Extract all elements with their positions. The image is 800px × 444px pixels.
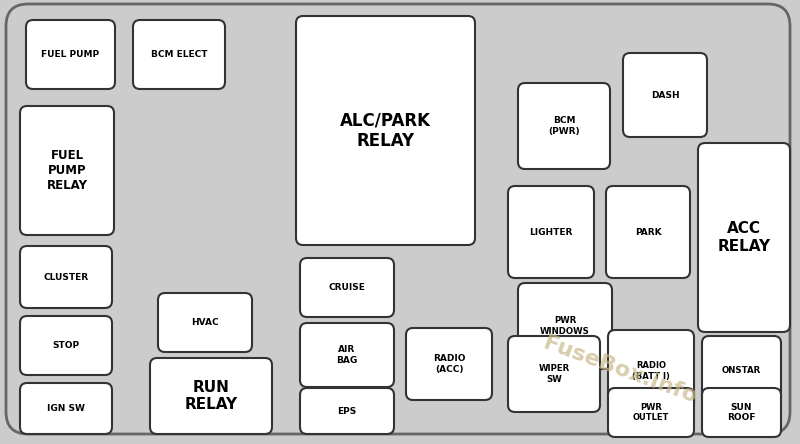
FancyBboxPatch shape [158, 293, 252, 352]
FancyBboxPatch shape [518, 83, 610, 169]
Text: RUN
RELAY: RUN RELAY [185, 380, 238, 412]
FancyBboxPatch shape [606, 186, 690, 278]
Text: RADIO
(BATT I): RADIO (BATT I) [632, 361, 670, 381]
FancyBboxPatch shape [300, 323, 394, 387]
Text: ACC
RELAY: ACC RELAY [718, 221, 770, 254]
FancyBboxPatch shape [698, 143, 790, 332]
Text: HVAC: HVAC [191, 318, 219, 327]
Text: ALC/PARK
RELAY: ALC/PARK RELAY [340, 111, 431, 150]
Text: RADIO
(ACC): RADIO (ACC) [433, 354, 466, 374]
FancyBboxPatch shape [20, 106, 114, 235]
Text: STOP: STOP [53, 341, 79, 350]
FancyBboxPatch shape [406, 328, 492, 400]
Text: FUEL
PUMP
RELAY: FUEL PUMP RELAY [46, 149, 87, 192]
FancyBboxPatch shape [518, 283, 612, 369]
FancyBboxPatch shape [20, 383, 112, 434]
Text: CRUISE: CRUISE [329, 283, 366, 292]
Text: SUN
ROOF: SUN ROOF [727, 403, 756, 422]
Text: EPS: EPS [338, 407, 357, 416]
FancyBboxPatch shape [508, 186, 594, 278]
Text: DASH: DASH [650, 91, 679, 99]
FancyBboxPatch shape [300, 388, 394, 434]
Text: AIR
BAG: AIR BAG [336, 345, 358, 365]
Text: IGN SW: IGN SW [47, 404, 85, 413]
FancyBboxPatch shape [26, 20, 115, 89]
Text: FUEL PUMP: FUEL PUMP [42, 50, 99, 59]
FancyBboxPatch shape [20, 246, 112, 308]
FancyBboxPatch shape [6, 4, 790, 434]
FancyBboxPatch shape [508, 336, 600, 412]
Text: ONSTAR: ONSTAR [722, 366, 761, 375]
Text: PARK: PARK [634, 227, 662, 237]
Text: PWR
OUTLET: PWR OUTLET [633, 403, 669, 422]
FancyBboxPatch shape [300, 258, 394, 317]
FancyBboxPatch shape [296, 16, 475, 245]
Text: BCM ELECT: BCM ELECT [150, 50, 207, 59]
FancyBboxPatch shape [20, 316, 112, 375]
Text: WIPER
SW: WIPER SW [538, 364, 570, 384]
FancyBboxPatch shape [608, 388, 694, 437]
FancyBboxPatch shape [702, 336, 781, 405]
FancyBboxPatch shape [702, 388, 781, 437]
Text: PWR
WINDOWS: PWR WINDOWS [540, 316, 590, 336]
Text: FuseBox.info: FuseBox.info [541, 333, 699, 407]
FancyBboxPatch shape [608, 330, 694, 412]
Text: CLUSTER: CLUSTER [43, 273, 89, 281]
FancyBboxPatch shape [150, 358, 272, 434]
Text: LIGHTER: LIGHTER [530, 227, 573, 237]
FancyBboxPatch shape [623, 53, 707, 137]
Text: BCM
(PWR): BCM (PWR) [548, 116, 580, 136]
FancyBboxPatch shape [133, 20, 225, 89]
